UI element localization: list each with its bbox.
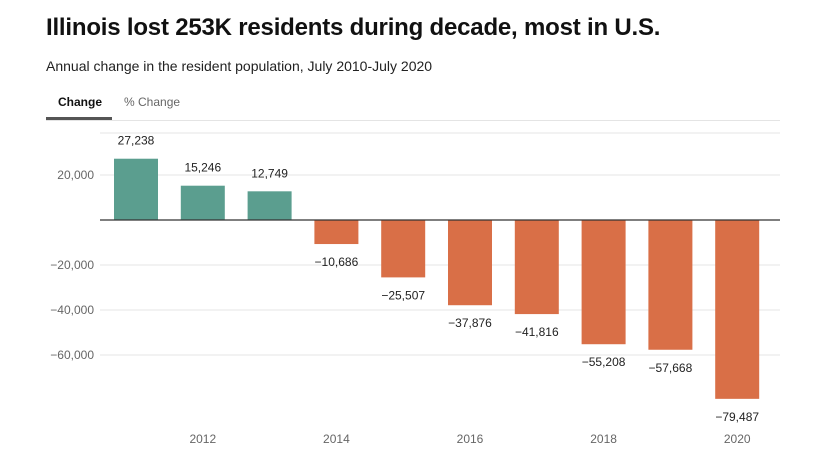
bars [114,158,760,399]
data-label-2011: 27,238 [118,134,155,148]
data-labels: 27,238 15,246 12,749 −10,686 −25,507 −37,876 −… [118,134,760,424]
data-label-2016: −37,876 [448,316,492,330]
bar-2020[interactable] [715,220,760,399]
tab-divider [46,120,780,121]
data-label-2018: −55,208 [582,355,626,369]
bar-2014[interactable] [314,220,359,245]
bar-2012[interactable] [180,185,225,220]
data-label-2013: 12,749 [251,166,288,180]
chart-title: Illinois lost 253K residents during deca… [46,14,661,41]
data-label-2015: −25,507 [381,288,425,302]
bar-2017[interactable] [514,220,559,315]
x-tick-label: 2014 [323,432,350,446]
data-label-2012: 15,246 [184,161,221,175]
y-tick-label: 20,000 [57,168,94,182]
y-tick-label: −40,000 [50,303,94,317]
bar-2016[interactable] [448,220,492,306]
x-tick-label: 2016 [457,432,484,446]
x-tick-label: 2012 [189,432,216,446]
bar-2011[interactable] [114,158,158,220]
bar-2013[interactable] [247,191,292,220]
view-tabs: Change % Change [46,92,190,120]
bar-2019[interactable] [648,220,693,350]
axes: 20,000 −20,000 −40,000 −60,000 2012 2014 2016 2… [50,168,780,446]
tab-change[interactable]: Change [46,92,113,120]
y-tick-label: −20,000 [50,258,94,272]
bar-2018[interactable] [581,220,626,345]
data-label-2020: −79,487 [715,410,759,424]
x-tick-label: 2018 [590,432,617,446]
data-label-2014: −10,686 [315,255,359,269]
bar-2015[interactable] [381,220,426,278]
tab-percent-change[interactable]: % Change [124,95,181,109]
chart-subtitle: Annual change in the resident population… [46,58,433,74]
y-tick-label: −60,000 [50,348,94,362]
x-tick-label: 2020 [724,432,751,446]
data-label-2017: −41,816 [515,325,559,339]
data-label-2019: −57,668 [649,361,693,375]
